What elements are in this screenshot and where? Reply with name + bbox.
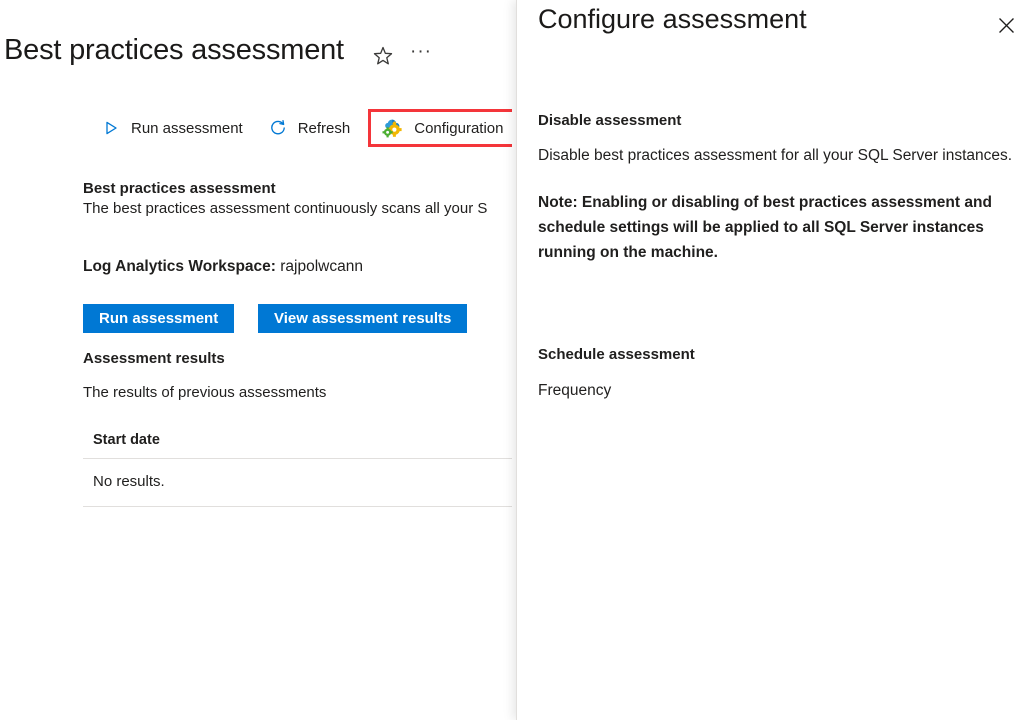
- toolbar-run-assessment-label: Run assessment: [131, 119, 243, 137]
- disable-assessment-note: Note: Enabling or disabling of best prac…: [538, 194, 992, 261]
- assessment-results-description: The results of previous assessments: [83, 384, 327, 401]
- toolbar-configuration-label: Configuration: [414, 119, 504, 137]
- play-triangle-icon: [100, 117, 122, 139]
- close-icon[interactable]: [991, 10, 1021, 40]
- star-icon[interactable]: [372, 45, 394, 67]
- assessment-results-heading: Assessment results: [83, 350, 225, 367]
- log-analytics-workspace-value: rajpolwcann: [280, 258, 363, 275]
- left-content-pane: Best practices assessment ··· Run assess…: [0, 0, 512, 720]
- run-assessment-button[interactable]: Run assessment: [83, 304, 235, 333]
- log-analytics-workspace-label: Log Analytics Workspace:: [83, 258, 276, 275]
- schedule-assessment-heading: Schedule assessment: [538, 346, 695, 363]
- best-practices-section-heading: Best practices assessment: [83, 180, 276, 197]
- toolbar-run-assessment-button[interactable]: Run assessment: [90, 108, 257, 148]
- command-toolbar: Run assessment Refresh: [90, 108, 512, 148]
- disable-assessment-heading: Disable assessment: [538, 112, 682, 129]
- configure-assessment-blade: Configure assessment Disable assessment …: [516, 0, 1033, 720]
- toolbar-refresh-label: Refresh: [297, 119, 351, 137]
- view-assessment-results-button[interactable]: View assessment results: [258, 304, 468, 333]
- assessment-results-table: Start date No results.: [83, 428, 512, 507]
- page-title: Best practices assessment: [4, 34, 344, 66]
- ellipsis-icon[interactable]: ···: [410, 41, 432, 62]
- log-analytics-workspace-row: Log Analytics Workspace: rajpolwcann: [83, 258, 363, 276]
- refresh-circular-arrow-icon: [267, 117, 289, 139]
- frequency-label: Frequency: [538, 382, 612, 399]
- toolbar-configuration-button[interactable]: Configuration: [368, 109, 512, 147]
- table-row: No results.: [83, 459, 512, 507]
- best-practices-section-description: The best practices assessment continuous…: [83, 200, 488, 217]
- table-header-start-date[interactable]: Start date: [83, 428, 512, 459]
- toolbar-refresh-button[interactable]: Refresh: [257, 108, 365, 148]
- blade-title: Configure assessment: [538, 4, 807, 34]
- disable-assessment-description: Disable best practices assessment for al…: [538, 147, 1013, 164]
- cloud-gear-icon: [381, 116, 405, 140]
